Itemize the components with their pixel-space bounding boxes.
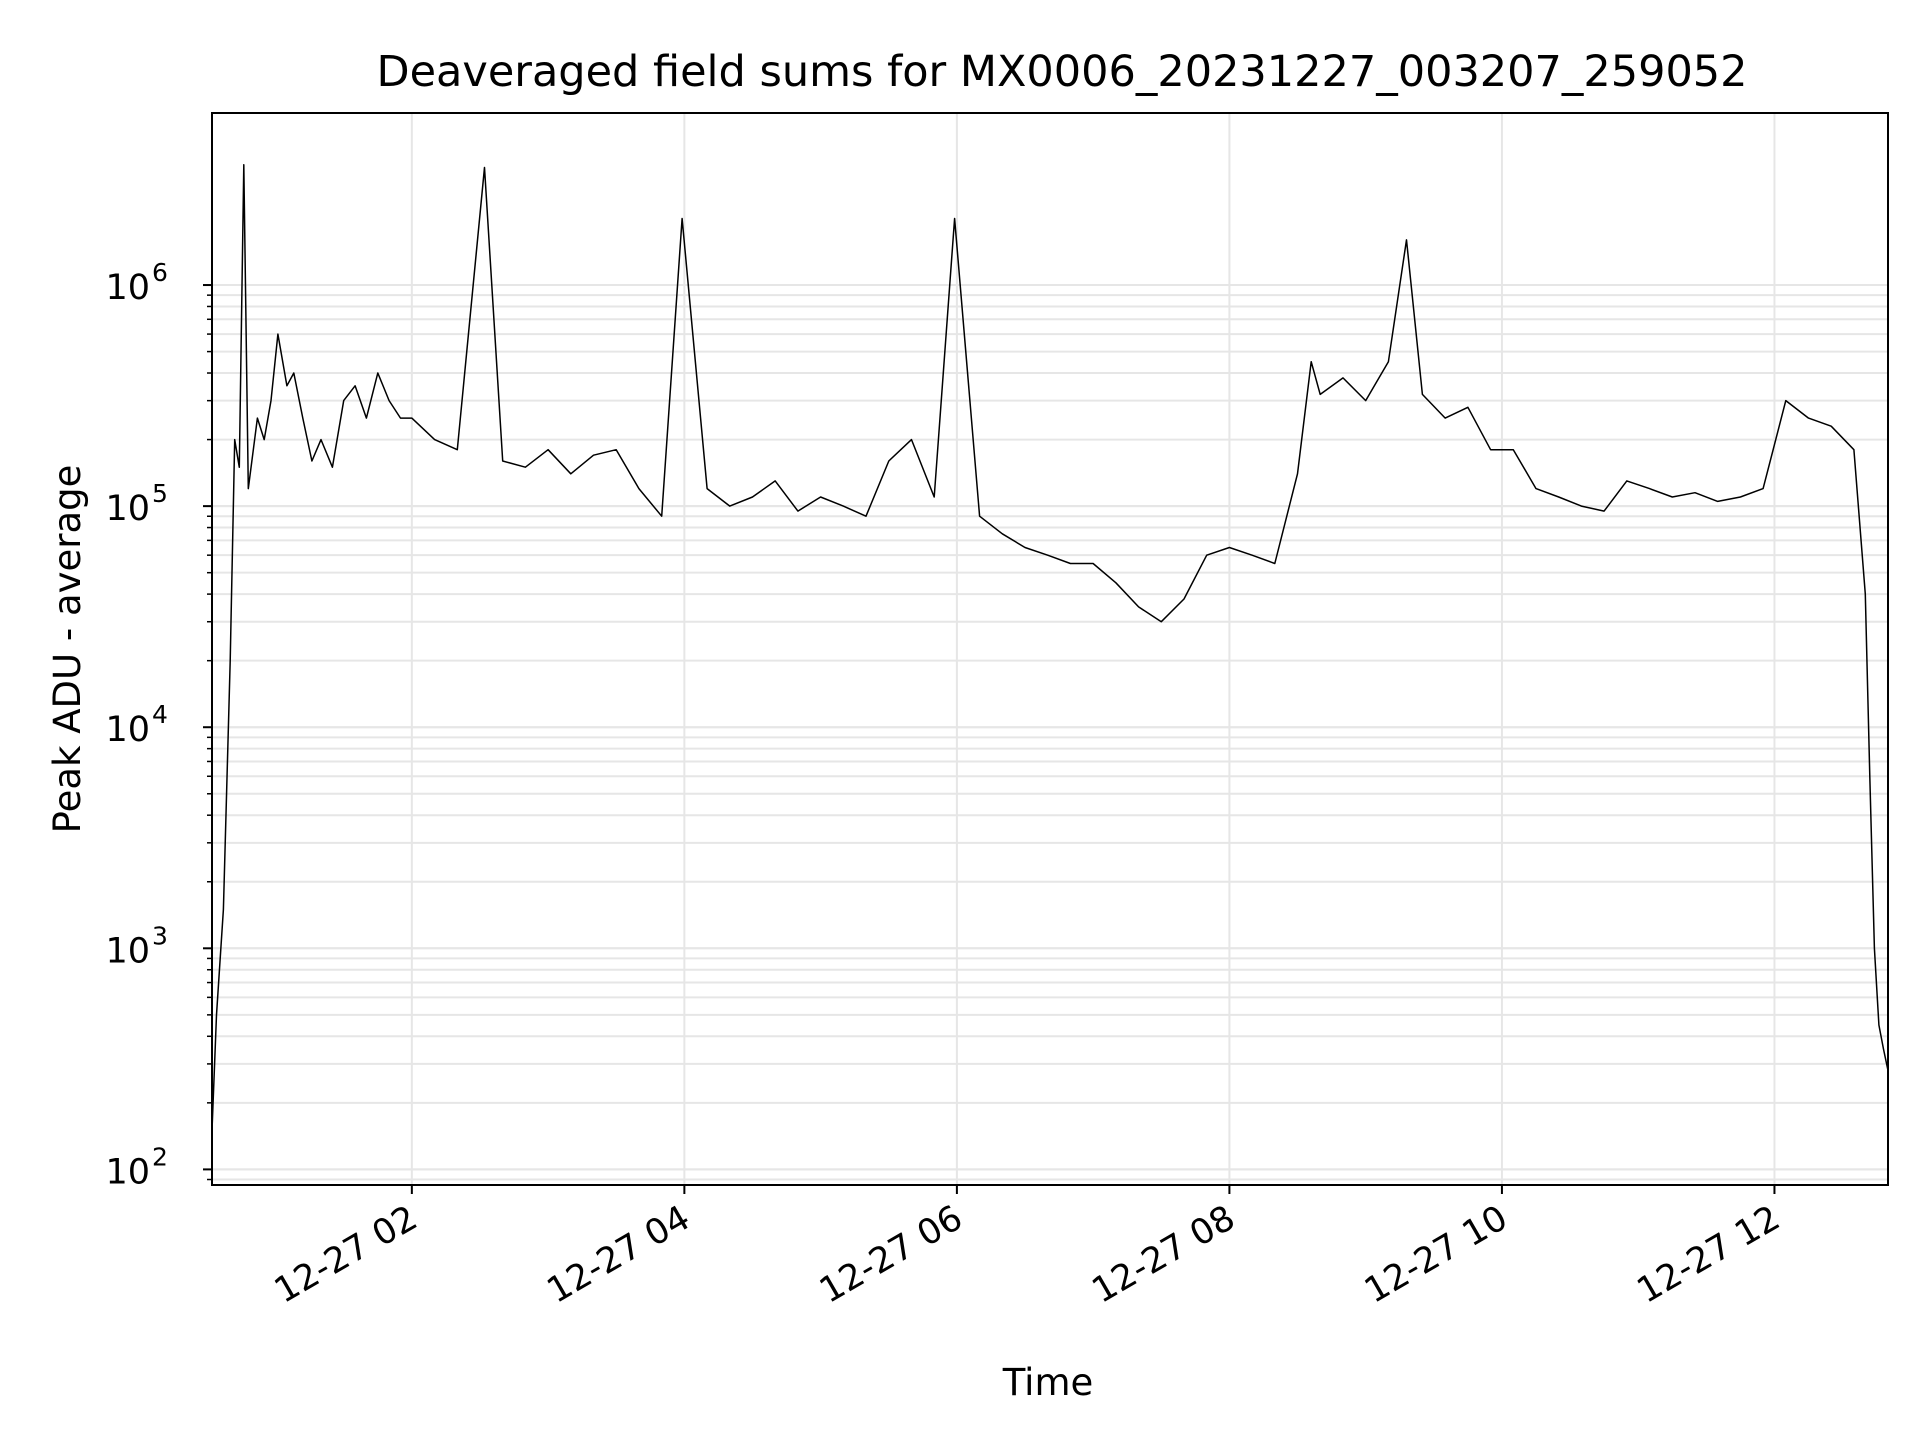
x-tick-label: 12-27 06	[813, 1198, 969, 1311]
x-tick-label: 12-27 08	[1086, 1198, 1242, 1311]
y-tick-exponent: 4	[152, 700, 168, 729]
y-tick-exponent: 5	[152, 479, 168, 508]
y-tick-exponent: 2	[152, 1142, 168, 1171]
x-tick-label: 12-27 04	[541, 1198, 697, 1311]
y-tick-label: 10	[105, 268, 150, 308]
y-tick-label: 10	[105, 931, 150, 971]
y-tick-label: 10	[105, 710, 150, 750]
x-axis: 12-27 02 12-27 04 12-27 06 12-27 08 12-27 10…	[268, 1185, 1787, 1311]
x-tick-label: 12-27 02	[268, 1198, 424, 1311]
plot-frame	[211, 112, 1889, 1186]
chart-title: Deaveraged field sums for MX0006_2023122…	[376, 47, 1747, 97]
y-tick-label: 10	[105, 1152, 150, 1192]
x-tick-label: 12-27 10	[1358, 1198, 1514, 1311]
x-tick-label: 12-27 12	[1631, 1198, 1787, 1311]
y-axis-label: Peak ADU - average	[46, 465, 89, 834]
y-tick-exponent: 3	[152, 921, 168, 950]
grid	[212, 113, 1888, 1185]
y-tick-label: 10	[105, 489, 150, 529]
series-line	[211, 164, 1889, 1131]
series-layer	[211, 164, 1889, 1131]
x-axis-label: Time	[1002, 1361, 1094, 1404]
y-tick-exponent: 6	[152, 258, 168, 287]
